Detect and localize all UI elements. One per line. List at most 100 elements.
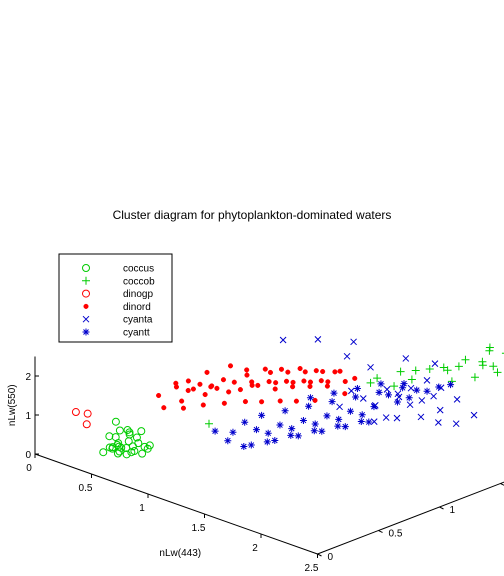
data-point-cyanta bbox=[343, 352, 351, 360]
data-point-cyantt bbox=[288, 425, 296, 433]
data-point-cyanta bbox=[452, 420, 460, 428]
data-point-dinord bbox=[290, 379, 296, 385]
data-point-cyanta bbox=[350, 338, 357, 346]
legend-marker-coccob bbox=[82, 276, 90, 285]
legend-label-cyanta: cyanta bbox=[123, 315, 153, 326]
axes: 00.511.522.500.511.522.5012nLw(443)nLw(5… bbox=[7, 356, 504, 574]
data-point-dinord bbox=[307, 383, 313, 390]
y-tick bbox=[317, 553, 322, 557]
data-point-coccob bbox=[478, 361, 487, 370]
legend-box bbox=[58, 253, 173, 343]
data-point-cyantt bbox=[330, 389, 338, 397]
data-point-cyanta bbox=[470, 411, 478, 419]
data-point-cyantt bbox=[334, 422, 342, 430]
legend-label-dinord: dinord bbox=[123, 302, 151, 313]
data-point-dinord bbox=[297, 365, 303, 372]
data-point-coccus bbox=[115, 426, 124, 435]
data-point-dinord bbox=[237, 387, 243, 393]
data-point-coccob bbox=[454, 362, 463, 371]
data-point-cyantt bbox=[447, 381, 455, 389]
data-point-dinord bbox=[313, 368, 319, 374]
data-point-cyanta bbox=[436, 406, 444, 414]
legend-marker-cyanta bbox=[82, 315, 90, 323]
x-axis-label: nLw(443) bbox=[159, 548, 201, 559]
legend-item-coccus: coccus bbox=[82, 264, 154, 275]
data-point-cyanta bbox=[367, 363, 374, 371]
z-tick-label: 1 bbox=[25, 411, 31, 422]
series-coccus bbox=[99, 417, 154, 459]
data-point-cyantt bbox=[276, 421, 284, 429]
data-point-dinord bbox=[220, 377, 226, 383]
z-tick-label: 0 bbox=[25, 450, 31, 461]
data-point-dinord bbox=[302, 369, 308, 375]
data-point-coccob bbox=[373, 374, 382, 383]
data-point-coccus bbox=[115, 447, 124, 456]
data-point-cyanta bbox=[407, 384, 415, 392]
data-point-dinord bbox=[227, 363, 234, 369]
data-point-coccus bbox=[138, 449, 147, 458]
data-point-cyanta bbox=[359, 395, 367, 402]
data-point-cyantt bbox=[305, 402, 313, 410]
data-point-coccus bbox=[111, 433, 120, 442]
data-point-coccus bbox=[128, 442, 137, 451]
legend-label-cyantt: cyantt bbox=[123, 328, 150, 339]
data-point-dinord bbox=[208, 384, 214, 390]
data-point-dinord bbox=[244, 372, 250, 378]
data-point-coccus bbox=[117, 443, 126, 452]
data-point-dinord bbox=[301, 378, 307, 384]
legend-marker-dinogp bbox=[82, 289, 90, 298]
y-tick-label: 1 bbox=[450, 505, 456, 516]
data-point-coccob bbox=[439, 363, 448, 372]
data-point-cyantt bbox=[306, 394, 314, 402]
data-point-cyantt bbox=[393, 398, 401, 406]
data-point-cyanta bbox=[314, 336, 322, 343]
data-point-dinord bbox=[214, 385, 220, 391]
data-point-dinord bbox=[202, 391, 208, 398]
data-points bbox=[71, 336, 504, 459]
data-point-dinord bbox=[259, 399, 265, 405]
data-point-cyantt bbox=[399, 384, 407, 392]
data-point-coccus bbox=[123, 426, 132, 435]
chart-title: Cluster diagram for phytoplankton-domina… bbox=[112, 208, 392, 222]
data-point-cyantt bbox=[247, 441, 255, 449]
data-point-cyantt bbox=[385, 391, 392, 399]
data-point-cyantt bbox=[287, 431, 295, 439]
data-point-dinord bbox=[266, 379, 272, 385]
data-point-dinord bbox=[324, 383, 330, 389]
data-point-coccob bbox=[470, 373, 479, 382]
data-point-cyantt bbox=[240, 443, 248, 450]
data-point-cyantt bbox=[271, 436, 279, 444]
data-point-dinord bbox=[283, 378, 290, 384]
data-point-dinogp bbox=[82, 420, 91, 429]
data-point-cyanta bbox=[370, 418, 378, 425]
data-point-cyanta bbox=[453, 396, 461, 403]
data-point-dinord bbox=[293, 398, 299, 404]
data-point-cyanta bbox=[431, 360, 439, 368]
data-point-coccob bbox=[366, 378, 375, 387]
data-point-cyantt bbox=[335, 415, 343, 423]
data-point-dinord bbox=[290, 384, 296, 390]
data-point-dinord bbox=[255, 382, 261, 388]
data-point-dinord bbox=[179, 398, 185, 404]
data-point-cyantt bbox=[405, 394, 413, 402]
data-point-cyantt bbox=[375, 388, 383, 396]
data-point-cyantt bbox=[400, 380, 408, 388]
data-point-coccob bbox=[493, 368, 502, 377]
data-point-coccus bbox=[111, 417, 120, 426]
data-point-cyanta bbox=[430, 392, 437, 400]
data-point-cyantt bbox=[423, 387, 431, 395]
data-point-dinord bbox=[278, 366, 285, 372]
data-point-cyanta bbox=[382, 414, 390, 421]
data-point-cyantt bbox=[352, 393, 360, 401]
data-point-cyantt bbox=[241, 418, 249, 426]
legend-marker-dinord bbox=[83, 303, 89, 309]
data-point-cyantt bbox=[365, 418, 373, 426]
data-point-dinord bbox=[337, 368, 343, 374]
data-point-dinord bbox=[273, 380, 279, 386]
data-point-cyantt bbox=[357, 418, 365, 426]
data-point-cyantt bbox=[294, 432, 302, 440]
data-point-coccus bbox=[105, 432, 114, 441]
data-point-cyantt bbox=[413, 386, 421, 394]
